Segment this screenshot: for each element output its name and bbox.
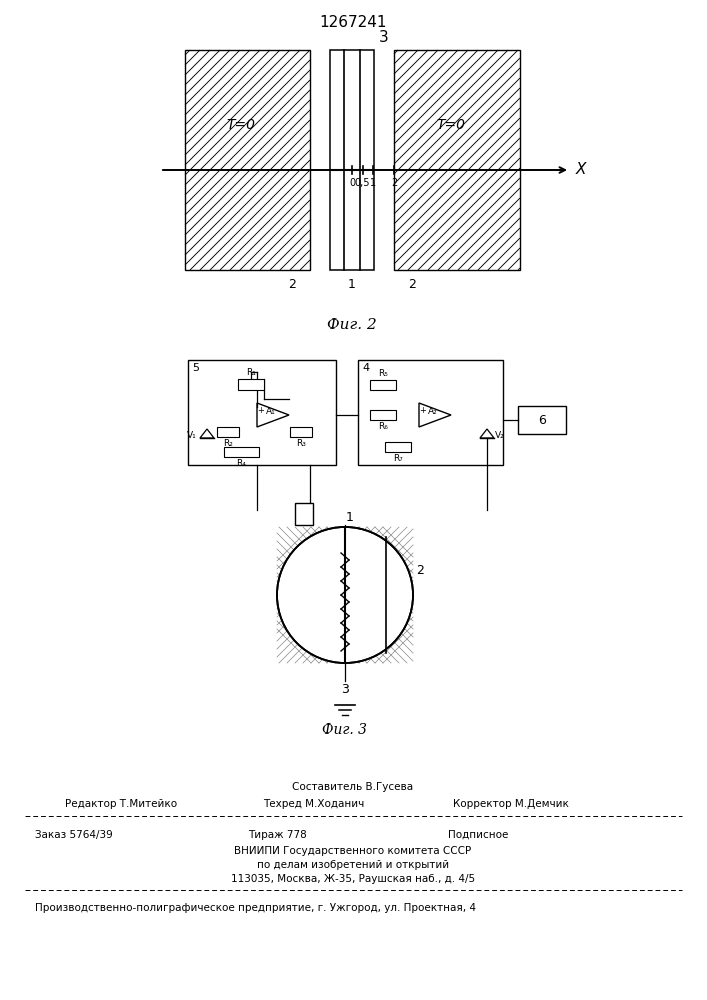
Bar <box>330 170 374 270</box>
Text: 1267241: 1267241 <box>320 15 387 30</box>
Text: 3: 3 <box>379 30 389 45</box>
Bar <box>185 50 310 270</box>
Text: +: + <box>257 406 264 415</box>
Text: A₁: A₁ <box>266 406 276 416</box>
Text: 5: 5 <box>192 363 199 373</box>
Text: Техред М.Ходанич: Техред М.Ходанич <box>263 799 364 809</box>
Text: 1: 1 <box>370 178 376 188</box>
Text: R₇: R₇ <box>393 454 403 463</box>
Text: R₆: R₆ <box>378 422 388 431</box>
Text: A₂: A₂ <box>428 406 438 416</box>
Text: Заказ 5764/39: Заказ 5764/39 <box>35 830 112 840</box>
Text: R₂: R₂ <box>223 439 233 448</box>
Text: Редактор Т.Митейко: Редактор Т.Митейко <box>65 799 177 809</box>
Bar <box>188 360 336 465</box>
Text: 2: 2 <box>416 564 424 576</box>
Text: Тираж 778: Тираж 778 <box>248 830 307 840</box>
Text: 2: 2 <box>408 278 416 291</box>
Text: 0: 0 <box>349 178 355 188</box>
Text: Подписное: Подписное <box>448 830 508 840</box>
Text: T=0: T=0 <box>436 118 465 132</box>
Text: T=0: T=0 <box>227 118 256 132</box>
Bar <box>224 447 259 457</box>
Bar <box>370 410 396 420</box>
Circle shape <box>277 527 413 663</box>
Bar <box>385 442 411 452</box>
Text: по делам изобретений и открытий: по делам изобретений и открытий <box>257 860 449 870</box>
Text: 1: 1 <box>348 278 356 291</box>
Bar <box>330 50 374 170</box>
Bar <box>394 50 520 270</box>
Text: X: X <box>576 162 587 178</box>
Text: Корректор М.Демчик: Корректор М.Демчик <box>453 799 569 809</box>
Bar <box>358 360 503 465</box>
Bar <box>295 503 313 525</box>
Text: 0,5: 0,5 <box>355 178 370 188</box>
Bar <box>518 406 566 434</box>
Text: Производственно-полиграфическое предприятие, г. Ужгород, ул. Проектная, 4: Производственно-полиграфическое предприя… <box>35 903 476 913</box>
Text: 1: 1 <box>346 511 354 524</box>
Text: R₄: R₄ <box>237 459 247 468</box>
Bar <box>370 380 396 390</box>
Text: Фиг. 2: Фиг. 2 <box>327 318 377 332</box>
Bar <box>290 427 312 437</box>
Text: ВНИИПИ Государственного комитета СССР: ВНИИПИ Государственного комитета СССР <box>235 846 472 856</box>
Text: 4: 4 <box>362 363 369 373</box>
Text: 3: 3 <box>341 683 349 696</box>
Text: 113035, Москва, Ж-35, Раушская наб., д. 4/5: 113035, Москва, Ж-35, Раушская наб., д. … <box>231 874 475 884</box>
Bar <box>217 427 239 437</box>
Text: 2: 2 <box>391 178 397 188</box>
Text: +: + <box>419 406 426 415</box>
Bar <box>238 379 264 390</box>
Text: V₂: V₂ <box>495 430 505 440</box>
Text: Составитель В.Гусева: Составитель В.Гусева <box>293 782 414 792</box>
Text: R₁: R₁ <box>246 368 256 377</box>
Text: V₁: V₁ <box>187 430 197 440</box>
Text: R₃: R₃ <box>296 439 306 448</box>
Text: 6: 6 <box>538 414 546 426</box>
Text: R₅: R₅ <box>378 369 388 378</box>
Text: 2: 2 <box>288 278 296 291</box>
Text: Фиг. 3: Фиг. 3 <box>322 723 368 737</box>
